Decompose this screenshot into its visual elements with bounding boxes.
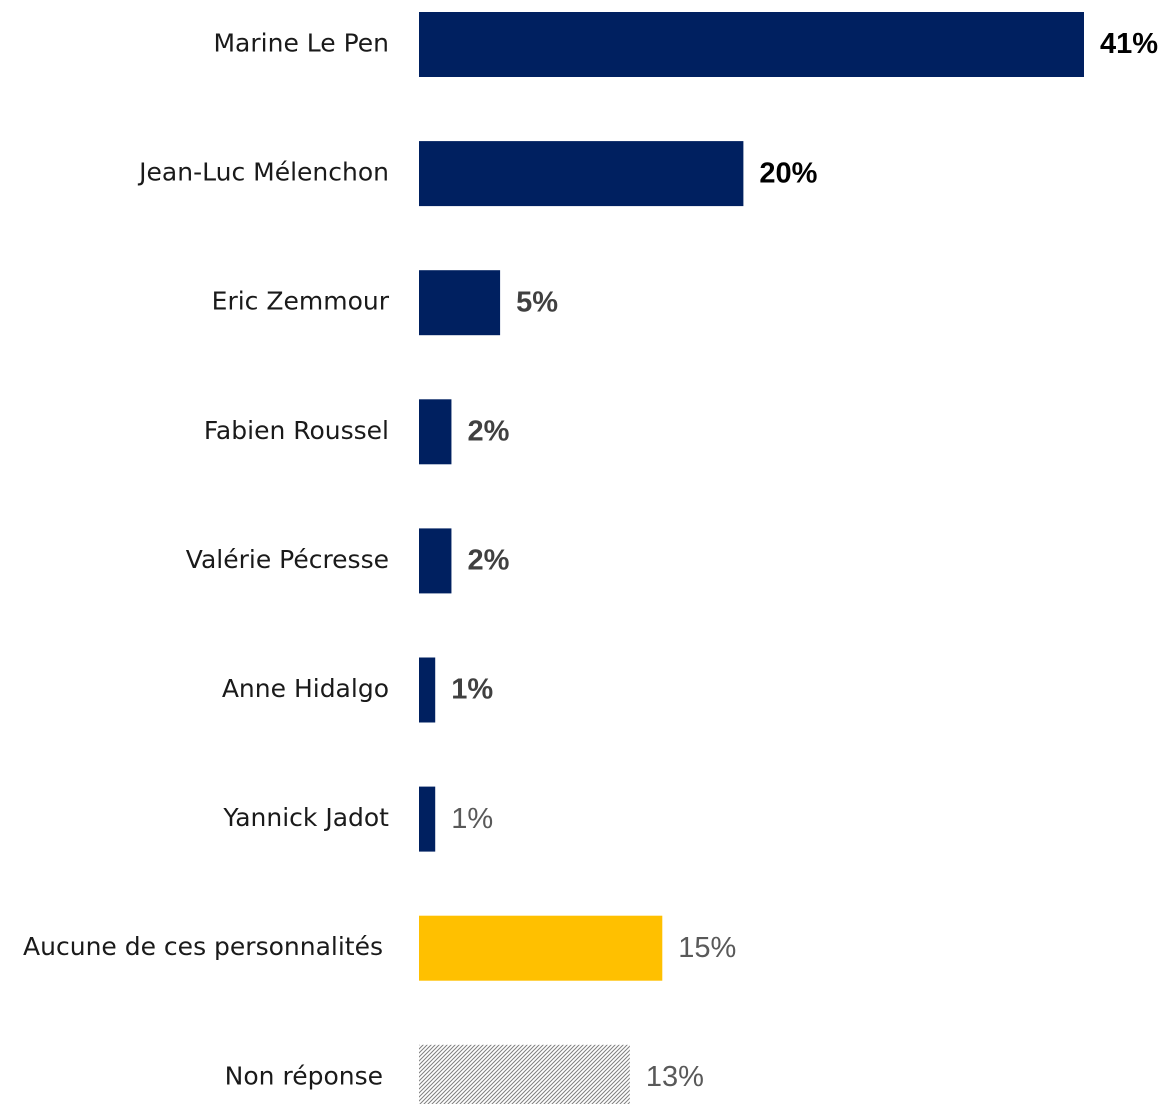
bar [419,1044,630,1104]
value-label: 13% [646,1061,704,1093]
bar [419,270,501,336]
category-label: Eric Zemmour [212,287,390,316]
category-label: Yannick Jadot [222,803,389,832]
value-label: 1% [451,674,493,706]
value-label: 2% [467,415,509,447]
bar [419,12,1084,77]
bar [419,657,436,723]
value-label: 1% [451,803,493,835]
bar [419,528,452,594]
value-label: 2% [467,545,509,577]
category-label: Non réponse [225,1061,383,1090]
value-label: 20% [759,157,817,189]
bar [419,915,663,981]
category-label: Aucune de ces personnalités [23,932,383,961]
bar [419,786,436,852]
category-label: Jean-Luc Mélenchon [137,158,389,187]
category-label: Marine Le Pen [213,29,389,58]
value-label: 15% [678,932,736,964]
value-label: 41% [1100,28,1158,60]
bar [419,399,452,465]
bars-layer: Marine Le Pen 41% Jean-Luc Mélenchon 20% Eri… [23,12,1158,1104]
category-label: Fabien Roussel [204,416,389,445]
category-label: Anne Hidalgo [222,674,389,703]
category-label: Valérie Pécresse [186,545,389,574]
value-label: 5% [516,286,558,318]
bar [419,141,744,207]
